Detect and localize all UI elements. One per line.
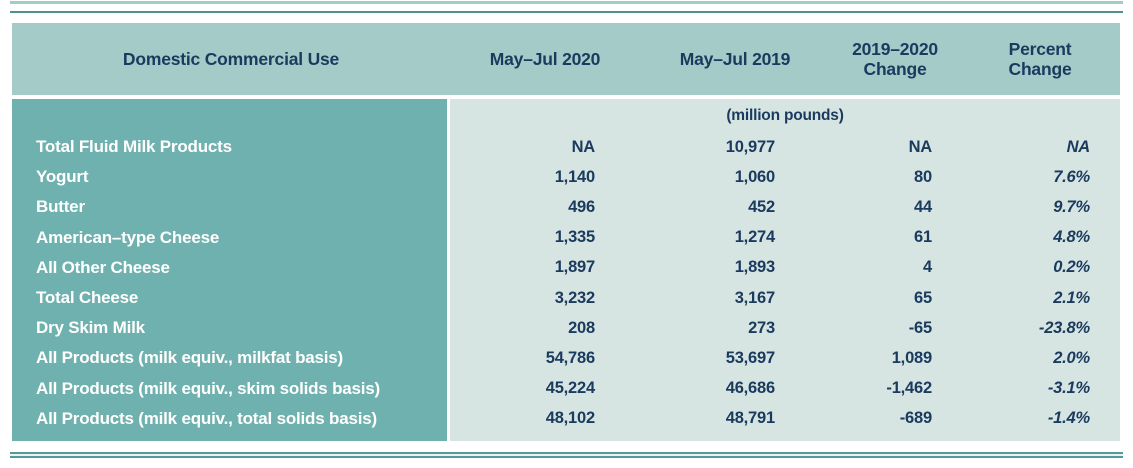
value-2020: 45,224 <box>450 373 640 404</box>
row-label: Yogurt <box>12 162 450 193</box>
value-change: -1,462 <box>830 373 960 404</box>
header-change-line2: Change <box>863 59 927 79</box>
value-percent: 7.6% <box>960 162 1120 193</box>
value-change: -65 <box>830 313 960 344</box>
top-thin-rule <box>10 11 1123 13</box>
value-change: -689 <box>830 403 960 434</box>
value-2020: 48,102 <box>450 403 640 434</box>
value-change: 61 <box>830 222 960 253</box>
value-2020: 3,232 <box>450 282 640 314</box>
row-label: Total Fluid Milk Products <box>12 132 450 163</box>
header-may-jul-2020: May–Jul 2020 <box>450 23 640 95</box>
data-area-bottom-spacer <box>450 433 1120 441</box>
header-percent-line1: Percent <box>1008 39 1072 59</box>
value-2020: 1,897 <box>450 252 640 283</box>
value-percent: 2.1% <box>960 282 1120 314</box>
value-2019: 46,686 <box>640 373 830 404</box>
row-label: All Products (milk equiv., total solids … <box>12 403 450 434</box>
label-column-bottom-spacer <box>12 433 450 441</box>
bottom-double-rule <box>10 452 1123 458</box>
value-change: 80 <box>830 162 960 193</box>
value-percent: 9.7% <box>960 192 1120 223</box>
value-2019: 53,697 <box>640 343 830 374</box>
value-2019: 3,167 <box>640 282 830 314</box>
value-percent: 2.0% <box>960 343 1120 374</box>
row-label: Total Cheese <box>12 282 450 314</box>
value-2019: 48,791 <box>640 403 830 434</box>
value-2020: 496 <box>450 192 640 223</box>
table-header-row: Domestic Commercial Use May–Jul 2020 May… <box>12 23 1120 95</box>
value-2020: 208 <box>450 313 640 344</box>
value-change: 44 <box>830 192 960 223</box>
value-2020: 1,335 <box>450 222 640 253</box>
header-may-jul-2019: May–Jul 2019 <box>640 23 830 95</box>
value-change: 1,089 <box>830 343 960 374</box>
value-change: 65 <box>830 282 960 314</box>
value-change: 4 <box>830 252 960 283</box>
value-2019: 10,977 <box>640 132 830 163</box>
units-note: (million pounds) <box>450 99 1120 132</box>
value-2019: 1,893 <box>640 252 830 283</box>
value-percent: -3.1% <box>960 373 1120 404</box>
header-percent-change: Percent Change <box>960 23 1120 95</box>
value-percent: -23.8% <box>960 313 1120 344</box>
row-label: All Products (milk equiv., milkfat basis… <box>12 343 450 374</box>
row-label: American–type Cheese <box>12 222 450 253</box>
commercial-use-table: Domestic Commercial Use May–Jul 2020 May… <box>12 23 1120 441</box>
value-2020: NA <box>450 132 640 163</box>
value-percent: -1.4% <box>960 403 1120 434</box>
row-label: All Other Cheese <box>12 252 450 283</box>
value-percent: 4.8% <box>960 222 1120 253</box>
value-percent: NA <box>960 132 1120 163</box>
row-label: Dry Skim Milk <box>12 313 450 344</box>
value-change: NA <box>830 132 960 163</box>
row-label: All Products (milk equiv., skim solids b… <box>12 373 450 404</box>
value-2019: 1,274 <box>640 222 830 253</box>
header-domestic-commercial-use: Domestic Commercial Use <box>12 23 450 95</box>
top-band-rule <box>10 1 1123 4</box>
value-2020: 1,140 <box>450 162 640 193</box>
value-2019: 452 <box>640 192 830 223</box>
header-label-text: Domestic Commercial Use <box>122 49 340 69</box>
value-percent: 0.2% <box>960 252 1120 283</box>
value-2019: 273 <box>640 313 830 344</box>
header-percent-line2: Change <box>1008 59 1072 79</box>
header-2019-2020-change: 2019–2020 Change <box>830 23 960 95</box>
table-body: (million pounds) Total Fluid Milk Produc… <box>12 99 1120 441</box>
value-2020: 54,786 <box>450 343 640 374</box>
row-label: Butter <box>12 192 450 223</box>
header-2019-text: May–Jul 2019 <box>679 49 791 69</box>
header-change-line1: 2019–2020 <box>852 39 938 59</box>
header-2020-text: May–Jul 2020 <box>489 49 601 69</box>
value-2019: 1,060 <box>640 162 830 193</box>
label-column-spacer <box>12 99 450 132</box>
